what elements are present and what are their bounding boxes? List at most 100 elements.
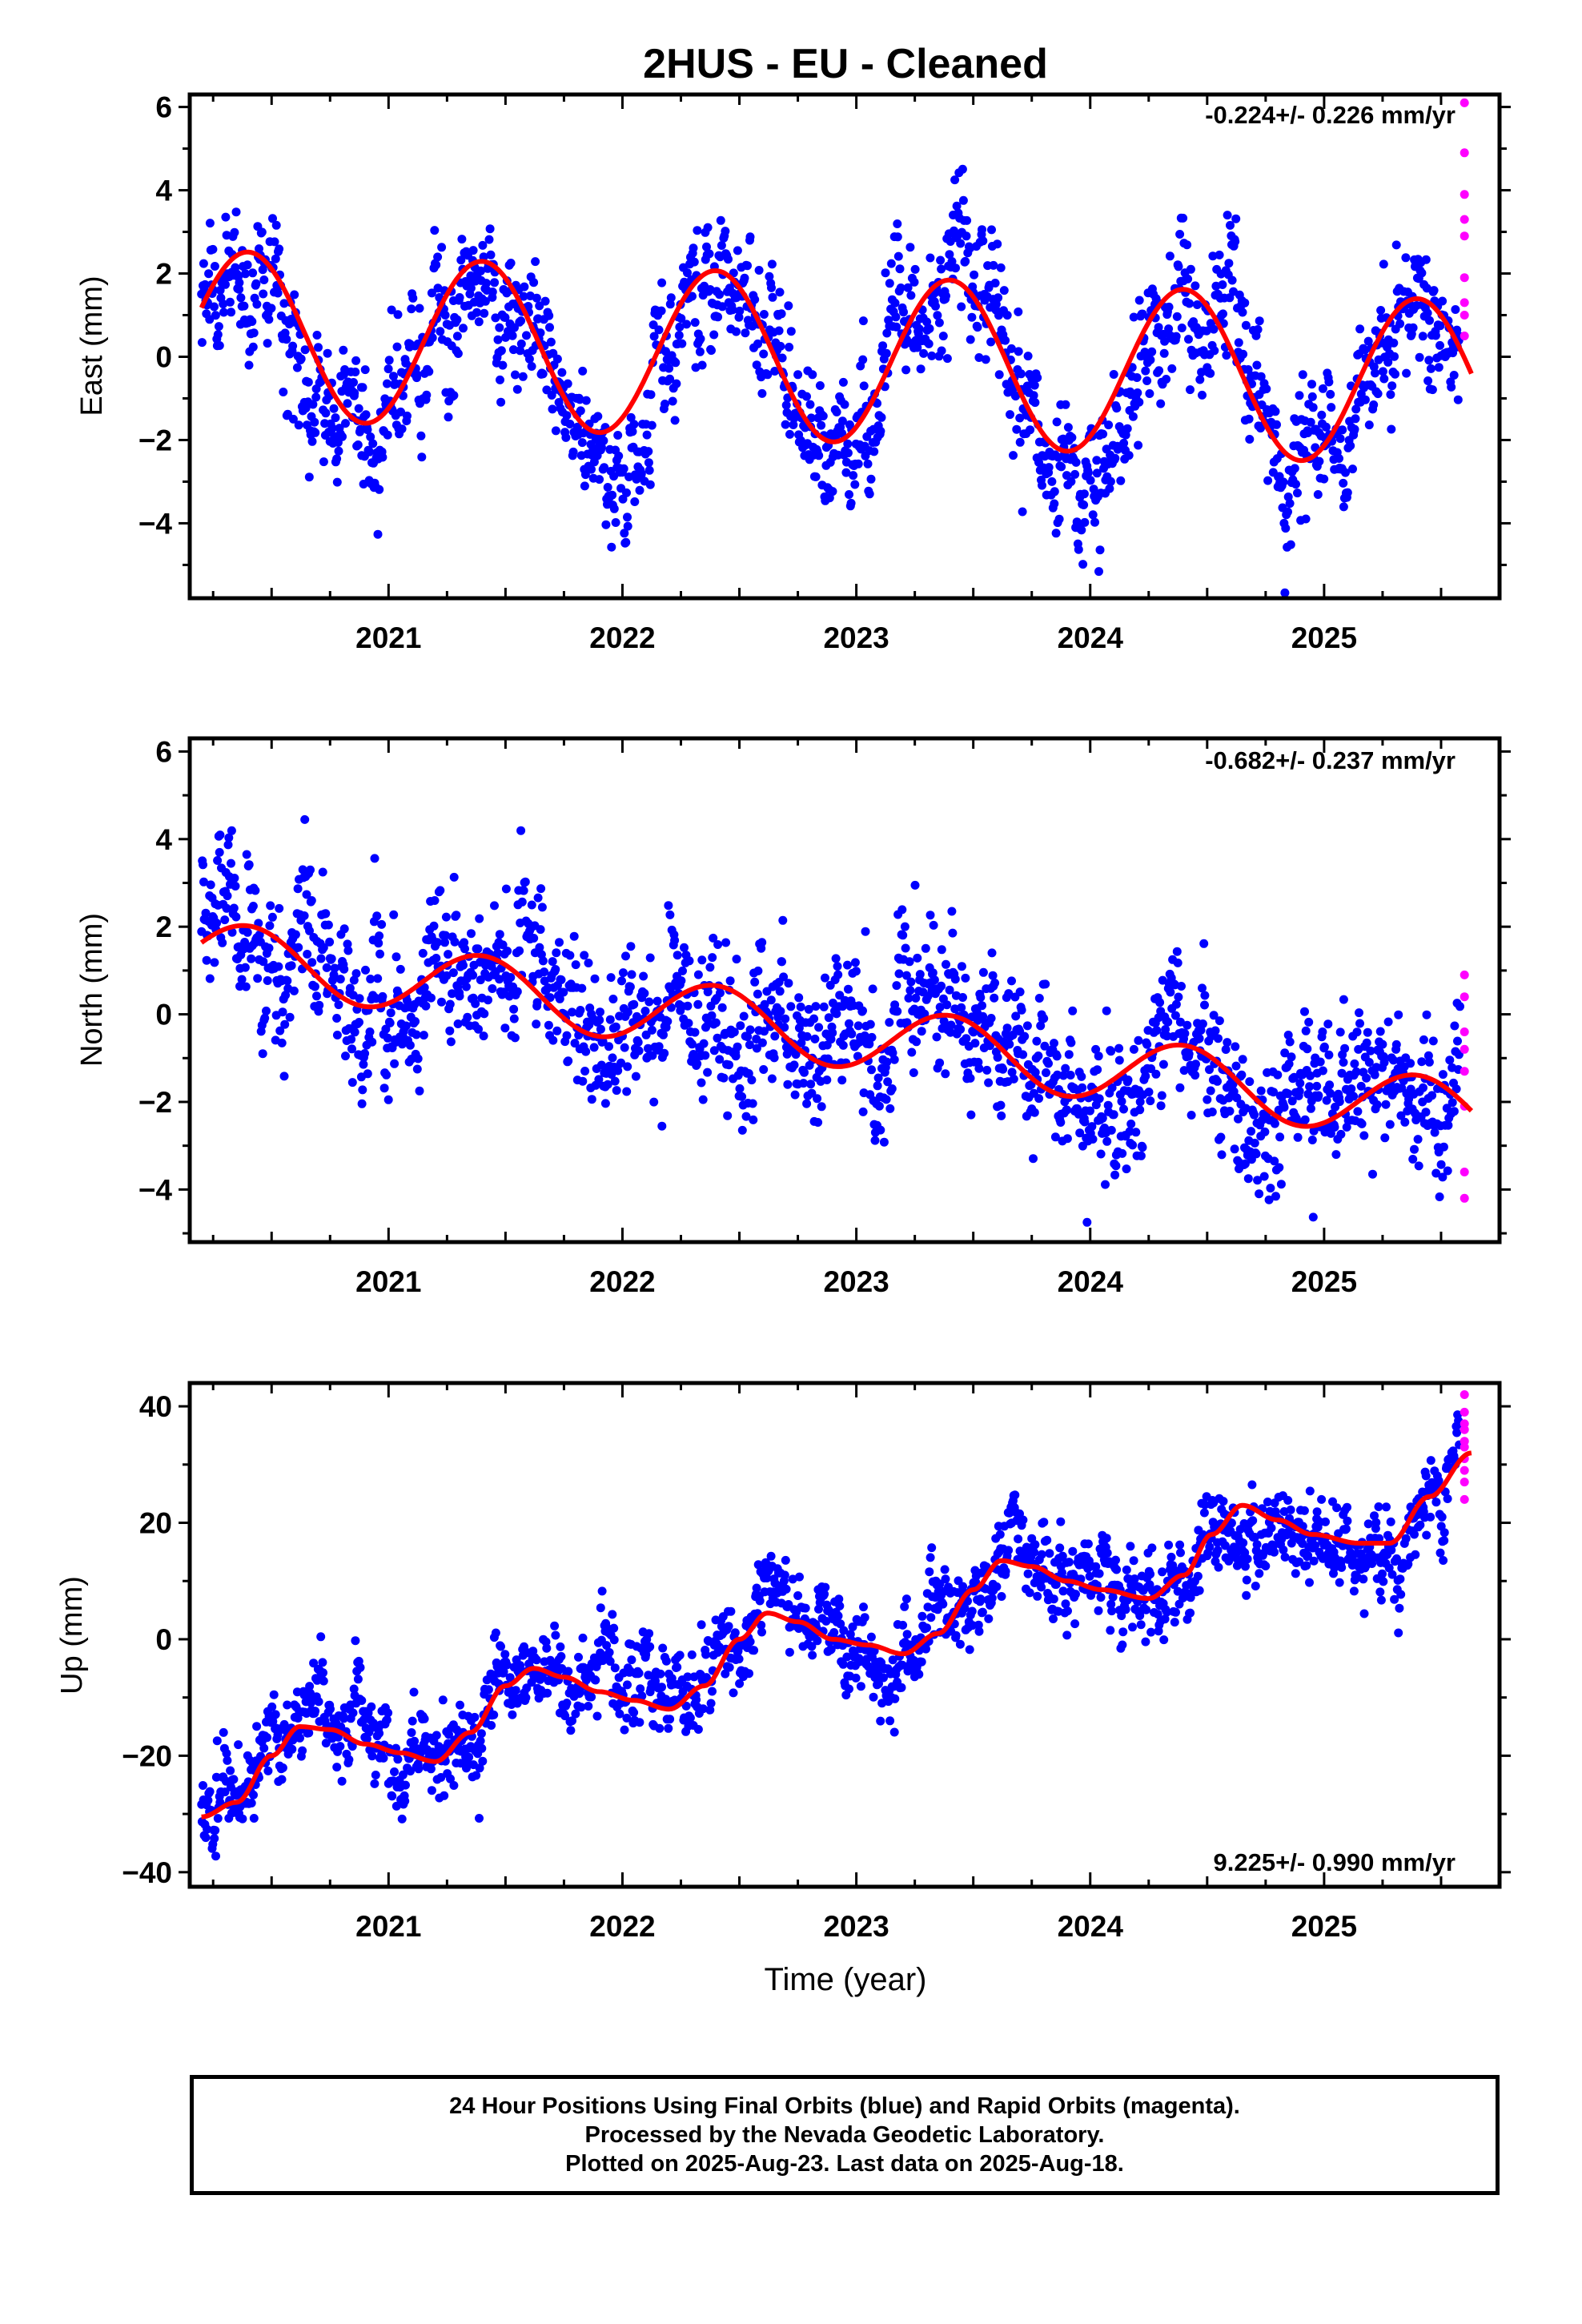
east-final-point [896,283,905,292]
north-final-point [709,933,718,943]
up-final-point [685,1713,695,1723]
east-final-point [456,255,466,265]
up-final-point [725,1663,734,1672]
north-final-point [1042,1068,1050,1077]
up-final-point [456,1759,465,1768]
up-final-point [664,1723,673,1733]
east-final-point [781,420,790,429]
east-final-point [1317,410,1327,420]
north-final-point [1353,1107,1363,1116]
east-final-point [741,328,750,338]
east-final-point [958,164,967,174]
north-final-point [312,991,321,1001]
east-final-point [1280,588,1290,597]
up-final-point [1106,1599,1116,1609]
north-final-point [753,989,762,999]
up-final-point [201,1833,211,1843]
north-final-point [1323,1019,1333,1029]
north-final-point [247,954,256,963]
east-final-point [527,362,536,371]
north-final-point [227,858,235,868]
up-final-point [808,1651,817,1660]
north-final-point [926,911,935,920]
east-final-point [1083,468,1093,477]
north-final-point [1295,1079,1305,1088]
north-final-point [227,826,236,835]
north-final-point [1400,1117,1410,1127]
east-final-point [671,358,681,368]
east-final-point [1341,468,1350,477]
north-final-point [1301,1026,1311,1035]
north-final-point [802,1031,812,1041]
up-final-point [543,1688,552,1698]
north-final-point [1080,1117,1090,1127]
north-final-point [1450,1021,1460,1031]
up-final-point [839,1626,849,1635]
up-final-point [311,1707,320,1716]
north-final-point [307,896,316,905]
up-final-point [287,1744,297,1754]
north-final-point [838,1040,848,1050]
up-final-point [592,1711,602,1721]
north-final-point [1290,1072,1299,1082]
north-fit-line [199,923,1474,1129]
north-final-point [861,927,870,936]
east-final-point [1133,388,1142,397]
north-final-point [509,1004,519,1014]
north-final-point [1335,1027,1345,1037]
north-final-point [901,943,910,953]
north-final-point [1439,1142,1448,1152]
east-final-point [1252,360,1262,370]
up-final-point [1042,1535,1052,1545]
north-final-point [703,1068,713,1077]
north-final-point [652,996,662,1006]
north-final-point [1166,987,1175,997]
up-final-point [344,1755,354,1764]
east-final-point [219,308,228,317]
north-final-point [363,1069,372,1079]
east-final-point [1343,488,1352,497]
north-final-point [1430,1128,1439,1137]
north-final-point [227,927,237,937]
up-final-point [335,1742,345,1751]
north-final-point [1032,1036,1042,1046]
east-final-point [459,324,468,333]
up-final-point [309,1659,319,1668]
up-final-point [814,1604,823,1614]
up-final-point [859,1602,868,1612]
east-final-point [1186,264,1195,274]
up-final-point [655,1723,665,1733]
north-final-point [608,995,618,1003]
east-final-point [767,259,777,269]
east-final-point [745,232,755,242]
east-rapid-point [1460,98,1469,107]
east-final-point [895,264,905,274]
north-final-point [594,1075,604,1084]
east-final-point [424,367,434,376]
north-final-point [476,975,485,985]
north-final-point [985,1041,994,1051]
east-final-point [815,381,825,390]
north-final-point [266,901,275,911]
up-final-point [211,1852,220,1861]
east-final-point [248,342,258,352]
east-final-point [500,313,510,322]
east-final-point [433,252,443,262]
up-final-point [351,1636,360,1646]
north-final-point [1087,1122,1097,1132]
east-final-point [1226,220,1235,230]
north-final-point [231,882,240,891]
north-final-point [1136,1151,1146,1160]
north-final-point [1109,1110,1118,1120]
north-final-point [378,991,387,1001]
east-final-point [858,355,868,364]
east-final-point [577,438,587,448]
north-final-point [555,994,564,1003]
east-final-point [200,279,210,289]
east-x-tick-label: 2023 [823,621,889,654]
north-final-point [867,1065,876,1075]
north-final-point [248,902,258,911]
north-final-point [791,1050,801,1059]
north-final-point [584,959,593,967]
north-final-point [432,938,442,947]
